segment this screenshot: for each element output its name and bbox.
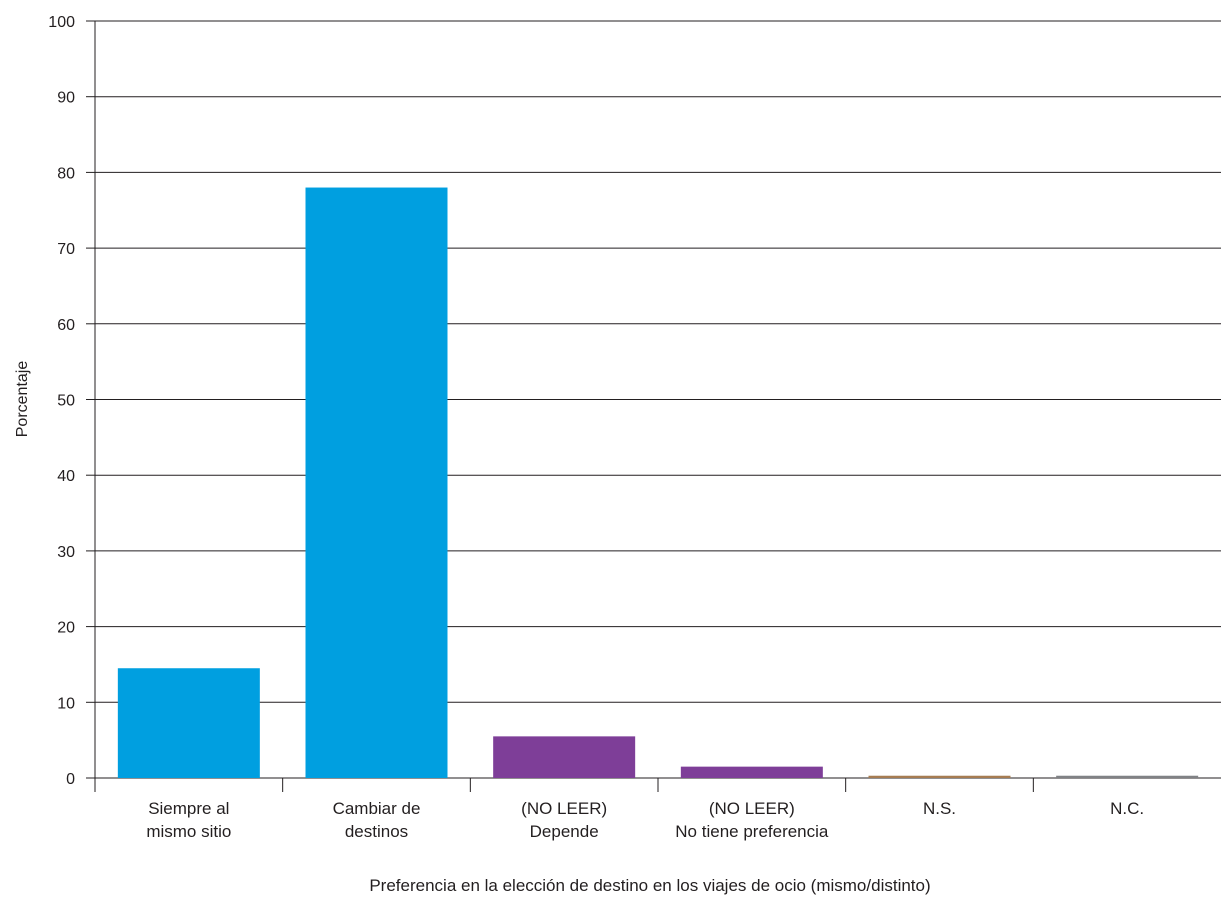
x-tick-label: No tiene preferencia [675, 822, 829, 841]
y-tick-label: 80 [57, 165, 75, 182]
bars [117, 187, 1199, 779]
x-tick-label: destinos [345, 822, 408, 841]
y-axis-label: Porcentaje [14, 361, 31, 438]
x-tick-label: Cambiar de [333, 799, 421, 818]
y-tick-label: 90 [57, 90, 75, 107]
bar [868, 775, 1011, 778]
bar [493, 736, 636, 778]
x-tick-label: N.S. [923, 799, 956, 818]
x-axis-label: Preferencia en la elección de destino en… [369, 876, 930, 895]
axes [86, 20, 1034, 792]
x-tick-label: mismo sitio [146, 822, 231, 841]
y-tick-label: 60 [57, 317, 75, 334]
y-tick-label: 50 [57, 393, 75, 410]
y-tick-label: 70 [57, 241, 75, 258]
y-tick-label: 0 [66, 771, 75, 788]
y-tick-label: 20 [57, 620, 75, 637]
bar [1056, 775, 1199, 778]
bar [680, 766, 823, 778]
y-tick-label: 10 [57, 695, 75, 712]
x-tick-label: (NO LEER) [521, 799, 607, 818]
bar [117, 668, 260, 778]
y-tick-label: 100 [48, 14, 75, 31]
x-tick-label: N.C. [1110, 799, 1144, 818]
y-tick-label: 30 [57, 544, 75, 561]
x-tick-label: Depende [530, 822, 599, 841]
x-tick-labels: Siempre al mismo sitio Cambiar de destinos (… [146, 799, 1144, 841]
x-tick-label: (NO LEER) [709, 799, 795, 818]
y-tick-labels: 0 10 20 30 40 50 60 70 80 90 100 [48, 14, 75, 788]
y-tick-label: 40 [57, 468, 75, 485]
bar [305, 187, 448, 779]
gridlines [95, 20, 1221, 779]
x-tick-label: Siempre al [148, 799, 229, 818]
